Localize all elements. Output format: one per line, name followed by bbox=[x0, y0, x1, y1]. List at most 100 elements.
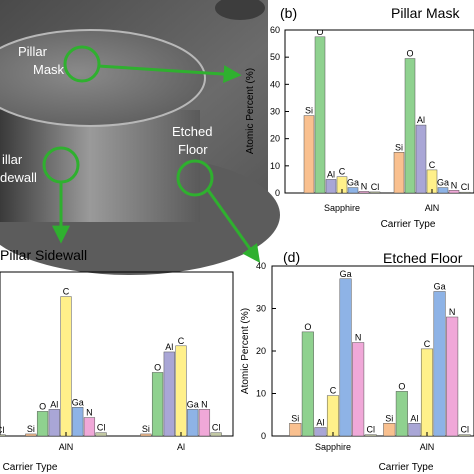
bar-label-b-O: O bbox=[406, 49, 413, 59]
bar-label-c-Cl: Cl bbox=[97, 423, 106, 433]
bar-c-Al-Si bbox=[140, 433, 152, 436]
y-tick-label-b: 10 bbox=[270, 161, 280, 171]
bar-label-d-N: N bbox=[449, 307, 456, 317]
bar-d-Sapphire-Cl bbox=[364, 434, 377, 436]
chart-title-b: Pillar Mask bbox=[391, 5, 460, 21]
bar-d-Sapphire-Al bbox=[314, 427, 327, 436]
bar-b-AlN-Ga bbox=[437, 187, 449, 193]
bar-b-Sapphire-O bbox=[314, 36, 326, 193]
bar-c-Al-N bbox=[198, 409, 211, 436]
chart-title-c: Pillar Sidewall bbox=[0, 247, 87, 263]
bar-c-Al-C bbox=[175, 345, 187, 436]
bar-label-c-Al: Al bbox=[165, 342, 173, 352]
bar-label-c-N: N bbox=[86, 408, 93, 418]
bar-label-c-N: N bbox=[201, 399, 208, 409]
bar-c-g0-Cl bbox=[0, 434, 6, 436]
bar-d-Sapphire-Ga bbox=[339, 278, 352, 436]
y-tick-label-d: 0 bbox=[261, 431, 266, 441]
bar-label-d-Ga: Ga bbox=[434, 282, 446, 292]
sem-image: Pillar Mask Etched Floor illar dewall bbox=[0, 0, 280, 275]
bar-label-c-Ga: Ga bbox=[72, 397, 84, 407]
x-tick-label-d: AlN bbox=[420, 442, 435, 452]
chart-pillar-mask: Pillar Mask (b) 0 10 20 30 40 50 60 Atomic Percen… bbox=[245, 5, 474, 230]
bar-label-b-Cl: Cl bbox=[461, 182, 470, 192]
arrow-mask bbox=[97, 64, 242, 84]
sem-circle-mask bbox=[63, 45, 101, 83]
bar-label-b-Ga: Ga bbox=[437, 178, 449, 188]
bar-b-AlN-O bbox=[404, 58, 416, 193]
bar-d-Sapphire-Si bbox=[289, 423, 302, 436]
bar-label-b-Ga: Ga bbox=[347, 178, 359, 188]
bar-label-c-Al: Al bbox=[50, 399, 58, 409]
sem-label-sidewall: illar dewall bbox=[0, 152, 37, 185]
sem-label-floor: Etched Floor bbox=[172, 124, 212, 157]
plot-frame-c bbox=[0, 271, 234, 437]
bar-d-Sapphire-O bbox=[301, 331, 314, 436]
bar-label-c-Cl: Cl bbox=[0, 425, 4, 435]
x-tick-label-c: AlN bbox=[59, 442, 74, 452]
bar-b-AlN-N bbox=[448, 190, 460, 193]
y-axis-label-b: Atomic Percent (%) bbox=[245, 68, 256, 154]
bar-d-Sapphire-C bbox=[326, 395, 340, 436]
arrow-floor bbox=[206, 189, 261, 263]
bar-label-b-Al: Al bbox=[417, 115, 425, 125]
bar-b-AlN-Cl bbox=[459, 191, 471, 193]
bar-d-Sapphire-N bbox=[352, 342, 365, 436]
y-tick-label-b: 60 bbox=[270, 25, 280, 35]
bar-label-b-N: N bbox=[361, 181, 368, 191]
x-axis-label-d: Carrier Type bbox=[379, 462, 434, 473]
bar-d-AlN-C bbox=[420, 348, 434, 436]
x-tick-label-c: Al bbox=[177, 442, 185, 452]
bars-d: Si O Al C Ga N Cl Si O Al C Ga N Cl bbox=[289, 269, 471, 436]
bar-label-c-O: O bbox=[39, 401, 46, 411]
bar-label-c-Ga: Ga bbox=[187, 399, 199, 409]
sem-label-mask-line2: Mask bbox=[33, 62, 65, 77]
bar-label-b-O: O bbox=[316, 27, 323, 37]
y-tick-label-d: 20 bbox=[256, 346, 266, 356]
bar-c-AlN-Al bbox=[48, 409, 60, 436]
bar-label-c-Si: Si bbox=[27, 424, 35, 434]
bar-label-c-C: C bbox=[63, 287, 70, 297]
bar-c-Al-Al bbox=[163, 351, 175, 436]
bar-b-Sapphire-Ga bbox=[347, 187, 359, 193]
x-axis-label-c: Carrier Type bbox=[3, 462, 58, 473]
bar-label-c-Cl: Cl bbox=[212, 423, 221, 433]
bar-b-AlN-C bbox=[426, 169, 438, 193]
y-tick-label-d: 10 bbox=[256, 389, 266, 399]
y-tick-label-b: 20 bbox=[270, 134, 280, 144]
bar-label-d-N: N bbox=[355, 333, 362, 343]
bar-label-c-O: O bbox=[154, 362, 161, 372]
chart-etched-floor: Etched Floor (d) 0 10 20 30 40 Atomic Percent (… bbox=[240, 249, 474, 473]
bar-d-AlN-N bbox=[446, 316, 459, 436]
bar-label-c-Si: Si bbox=[142, 424, 150, 434]
sem-label-floor-line1: Etched bbox=[172, 124, 212, 139]
bar-d-AlN-Si bbox=[383, 423, 396, 436]
bar-c-AlN-Ga bbox=[72, 407, 84, 436]
bar-label-b-Al: Al bbox=[327, 169, 335, 179]
panel-letter-d: (d) bbox=[283, 249, 300, 265]
sem-circle-floor bbox=[176, 159, 214, 197]
sem-label-floor-line2: Floor bbox=[178, 142, 208, 157]
bar-label-d-C: C bbox=[424, 339, 431, 349]
bar-b-Sapphire-Si bbox=[303, 115, 315, 193]
bar-label-d-Cl: Cl bbox=[366, 425, 375, 435]
bar-d-AlN-Cl bbox=[458, 434, 471, 436]
y-tick-label-d: 40 bbox=[256, 261, 266, 271]
y-tick-label-b: 0 bbox=[275, 188, 280, 198]
bar-c-AlN-O bbox=[36, 411, 49, 436]
bar-c-AlN-C bbox=[60, 296, 72, 436]
bar-b-AlN-Al bbox=[415, 124, 427, 193]
bar-label-b-C: C bbox=[429, 160, 436, 170]
sem-label-mask-line1: Pillar bbox=[18, 44, 48, 59]
x-tick-label-b: AlN bbox=[425, 203, 440, 213]
arrows bbox=[52, 64, 261, 263]
bar-b-Sapphire-N bbox=[358, 191, 370, 193]
bar-label-d-Si: Si bbox=[385, 413, 393, 423]
bar-d-AlN-Ga bbox=[433, 291, 446, 436]
bar-c-Al-Cl bbox=[210, 432, 222, 436]
bar-b-AlN-Si bbox=[393, 152, 405, 193]
bar-label-d-Cl: Cl bbox=[460, 425, 469, 435]
